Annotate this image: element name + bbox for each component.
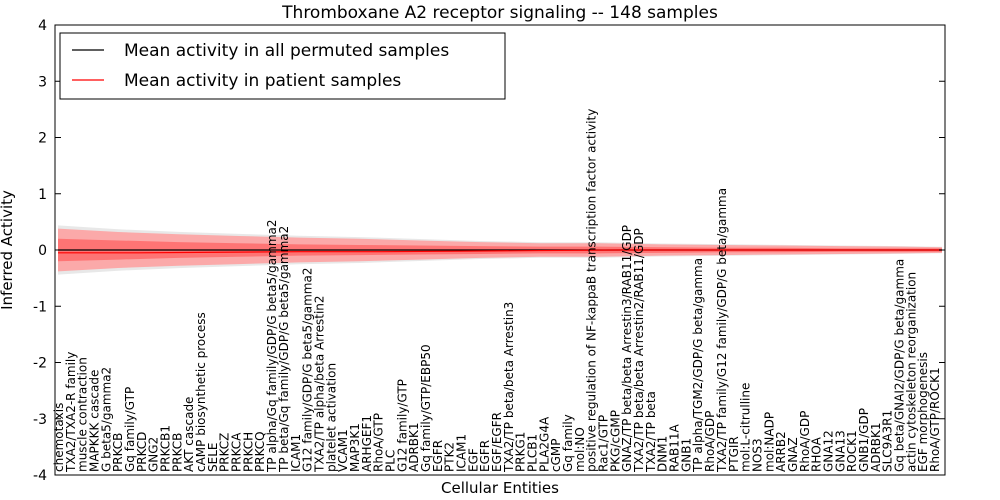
chart-title: Thromboxane A2 receptor signaling -- 148…: [281, 3, 718, 23]
entity-label: TXA2/TP beta: [644, 391, 658, 473]
entity-label: positive regulation of NF-kappaB transcr…: [585, 109, 599, 472]
entity-label: GNA13: [833, 430, 847, 472]
entity-label: RhoA/GDP: [798, 411, 812, 472]
entity-label: cAMP biosynthetic process: [194, 312, 208, 472]
entity-label: ROCK1: [845, 430, 859, 472]
entity-label: PRKCQ: [253, 431, 267, 472]
entity-label: SELE: [206, 443, 220, 472]
entity-label: ADRBK1: [869, 422, 883, 472]
entity-label: PRKCB: [170, 433, 184, 472]
entity-label: ICAM1: [289, 434, 303, 472]
entity-label: ARHGEF1: [360, 415, 374, 472]
entity-label: GNAZ: [786, 437, 800, 472]
entity-label: G beta5/gamma2: [99, 367, 113, 472]
entity-label: mol:L-citrulline: [739, 383, 753, 472]
entity-label: PRKCZ: [218, 433, 232, 472]
y-tick-label: -4: [33, 468, 47, 484]
entity-label: ADRBK1: [407, 422, 421, 472]
y-axis-label: Inferred Activity: [0, 190, 16, 310]
entity-label: EGF: [466, 448, 480, 472]
entity-label: VCAM1: [336, 429, 350, 472]
entity-label: RhoA/GTP/ROCK1: [928, 367, 942, 472]
entity-label: PRKCH: [241, 432, 255, 472]
y-tick-label: -3: [33, 412, 47, 428]
entity-label: RHOA: [810, 436, 824, 472]
legend-label-patient: Mean activity in patient samples: [124, 71, 401, 91]
entity-label: GNB1/GDP: [857, 408, 871, 472]
entity-label: TXA2/TP family/G12 family/GDP/G beta/gam…: [715, 188, 729, 473]
entity-label: GNB1: [679, 438, 693, 472]
entity-label: Gq beta/GNAI2/GDP/G beta/gamma: [892, 259, 906, 472]
entity-label: PTK2: [443, 442, 457, 472]
series-line-patient: [58, 249, 942, 254]
y-tick-label: 0: [38, 243, 47, 259]
y-tick-label: 1: [38, 187, 47, 203]
entity-label: EGFR: [431, 440, 445, 472]
entity-label: TXA2/TP beta/beta Arrestin2/RAB11/GDP: [632, 228, 646, 473]
entity-label: MAP3K1: [348, 423, 362, 472]
entity-label: NOS3: [750, 438, 764, 472]
entity-label: mol:NO: [573, 427, 587, 472]
entity-label: PRKG1: [514, 432, 528, 472]
y-tick-label: 3: [38, 74, 47, 90]
entity-label: Rac1/GTP: [597, 415, 611, 472]
entity-label: TXA2/TP alpha/beta Arrestin2: [312, 295, 326, 473]
entity-label: PRKCB1: [159, 425, 173, 472]
entity-label: G12 family/GDP/G beta5/gamma2: [301, 268, 315, 472]
entity-label: cGMP: [549, 439, 563, 473]
entity-label: RhoA/GDP: [703, 411, 717, 472]
entity-label: PRKCD: [135, 432, 149, 472]
entity-label: EGFR: [478, 440, 492, 472]
entity-label: GNG2: [147, 437, 161, 472]
entity-label: platelet activation: [324, 363, 338, 472]
entity-label: DNM1: [656, 436, 670, 472]
entity-label: PTGIR: [727, 436, 741, 472]
entity-label: PRKCB: [111, 433, 125, 472]
entity-label: GNAZ/TP beta/beta Arrestin3/RAB11/GDP: [620, 225, 634, 472]
entity-label: G12 family/GTP: [395, 379, 409, 472]
entity-label: EGF morphogenesis: [916, 352, 930, 472]
entity-label: TP alpha/Gq family/GDP/G beta5/gamma2: [265, 219, 279, 473]
y-tick-label: -1: [33, 299, 47, 315]
y-tick-label: 4: [38, 18, 47, 34]
entity-label: PKG/cGMP: [608, 410, 622, 472]
entity-label: MAPKKK cascade: [88, 370, 102, 472]
entity-label: TP alpha/TGM2/GDP/G beta/gamma: [691, 258, 705, 473]
entity-label: TP beta/Gq family/GDP/G beta5/gamma2: [277, 226, 291, 473]
entity-label: actin cytoskeleton reorganization: [904, 272, 918, 472]
y-tick-label: -2: [33, 356, 47, 372]
entity-label: mol:NADP: [762, 412, 776, 472]
entity-label: PLCB1: [526, 434, 540, 472]
y-tick-label: 2: [38, 131, 47, 147]
legend-box: [59, 32, 506, 100]
legend-label-permuted: Mean activity in all permuted samples: [124, 41, 449, 61]
entity-label: ICAM1: [454, 434, 468, 472]
entity-label: SLC9A3R1: [881, 410, 895, 472]
entity-label: muscle contraction: [76, 357, 90, 472]
entity-label: AKT cascade: [182, 397, 196, 472]
entity-label: PLC: [383, 450, 397, 472]
entity-label: PLA2G4A: [537, 416, 551, 472]
entity-label: TXA2/TP beta/beta Arrestin3: [502, 302, 516, 473]
entity-label: RhoA/GTP: [372, 413, 386, 472]
x-axis-label: Cellular Entities: [441, 479, 559, 497]
entity-label: GNA12: [821, 430, 835, 472]
entity-label: EGF/EGFR: [490, 412, 504, 472]
entity-label: PRKCA: [230, 432, 244, 472]
legend: Mean activity in all permuted samples Me…: [59, 32, 506, 100]
entity-label: Gq family: [561, 414, 575, 472]
entity-label: RAB11A: [668, 423, 682, 472]
entity-label: ARRB2: [774, 431, 788, 472]
entity-label: Gq family/GTP/EBP50: [419, 344, 433, 472]
entity-label: Gq family/GTP: [123, 387, 137, 472]
entity-label: TXA2/TXA2-R family: [64, 352, 78, 473]
